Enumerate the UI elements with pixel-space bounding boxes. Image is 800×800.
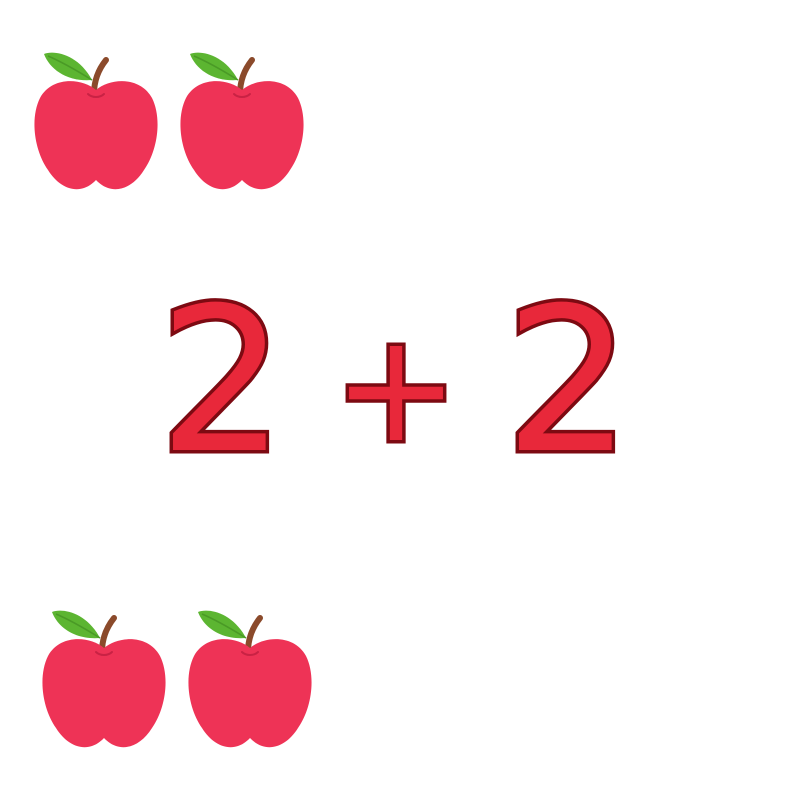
apple-icon [180,46,304,196]
equation: 2 + 2 [0,270,800,490]
apple-icon [42,604,166,754]
apple-icon [34,46,158,196]
left-operand: 2 [158,270,285,490]
plus-operator: + [333,302,459,476]
right-operand: 2 [504,270,631,490]
apple-icon [188,604,312,754]
